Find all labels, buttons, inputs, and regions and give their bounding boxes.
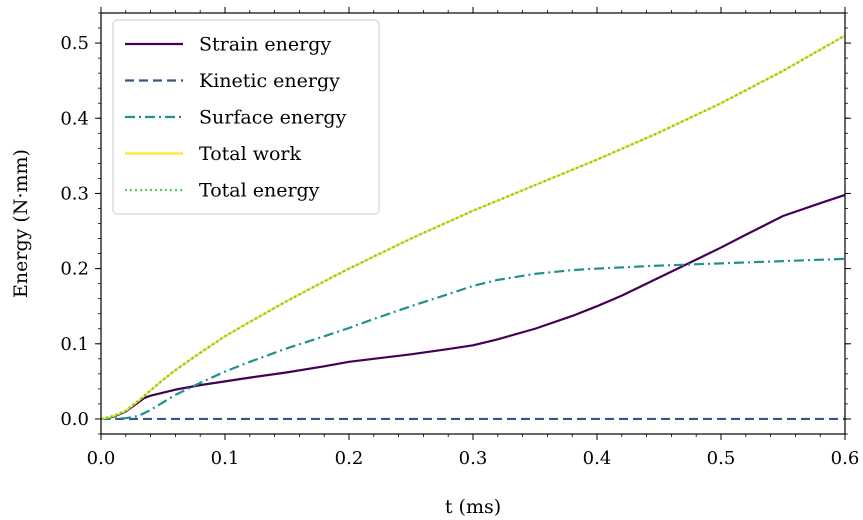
series-line-strain-energy <box>100 193 846 421</box>
x-tick-label: 0.1 <box>211 448 240 469</box>
y-tick-label: 0.2 <box>60 259 89 280</box>
ticks-layer: 0.0 0.1 0.2 0.3 0.4 0.5 0.6 0.0 0.1 0.2 0.3 0.4 0.5 <box>60 7 859 469</box>
y-axis-label: Energy (N·mm) <box>10 149 32 298</box>
y-tick-label: 0.4 <box>60 108 89 129</box>
x-tick-label: 0.5 <box>707 448 736 469</box>
legend-label-surface-energy: Surface energy <box>199 107 347 129</box>
x-tick-label: 0.3 <box>459 448 488 469</box>
series-line-total-energy <box>100 34 846 421</box>
y-tick-label: 0.1 <box>60 334 89 355</box>
legend-label-kinetic-energy: Kinetic energy <box>199 70 340 92</box>
y-tick-label: 0.3 <box>60 183 89 204</box>
series-line-surface-energy <box>100 257 846 421</box>
legend-box <box>112 19 380 215</box>
x-tick-label: 0.2 <box>335 448 364 469</box>
x-tick-label: 0.6 <box>831 448 860 469</box>
legend-label-total-work: Total work <box>199 143 302 165</box>
x-tick-label: 0.4 <box>583 448 612 469</box>
legend-label-total-energy: Total energy <box>199 180 320 202</box>
x-tick-label: 0.0 <box>87 448 116 469</box>
series-layer <box>100 34 846 421</box>
y-tick-label: 0.0 <box>60 409 89 430</box>
legend-label-strain-energy: Strain energy <box>199 34 331 56</box>
legend: Strain energy Kinetic energy Surface energ… <box>112 19 380 215</box>
y-tick-label: 0.5 <box>60 33 89 54</box>
x-axis-label: t (ms) <box>445 496 501 518</box>
